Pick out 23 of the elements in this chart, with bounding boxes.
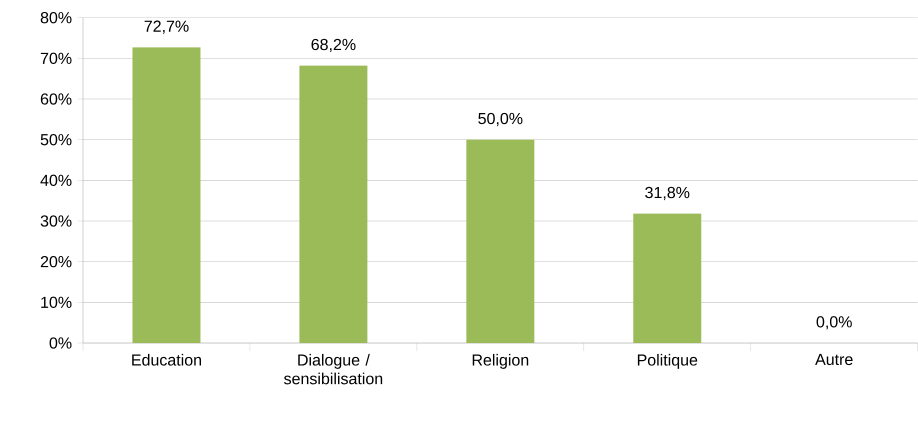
y-tick-label: 30% [40,215,72,227]
x-tick-label: Politique [638,354,698,369]
y-tick-label: 50% [40,134,72,146]
bar [299,66,368,343]
y-tick-label: 20% [40,256,72,268]
data-label: 68,2% [312,38,356,52]
y-tick-label: 70% [40,52,72,64]
x-tick-label: Education [132,354,202,366]
x-tick-label: Autre [815,354,853,366]
x-tick-label: Religion [472,354,528,369]
y-tick-label: 10% [41,296,72,308]
data-label: 31,8% [645,186,690,200]
data-label: 72,7% [144,20,189,34]
y-tick-label: 80% [40,12,72,24]
y-tick-label: 0% [50,337,72,349]
data-label: 50,0% [478,112,522,126]
bar [633,214,702,343]
bar [132,47,200,343]
bar [466,140,534,343]
x-tick-label: Dialogue / sensibilisation [284,354,382,384]
data-label: 0,0% [816,316,852,330]
y-tick-label: 60% [40,93,72,105]
y-tick-label: 40% [40,174,72,186]
